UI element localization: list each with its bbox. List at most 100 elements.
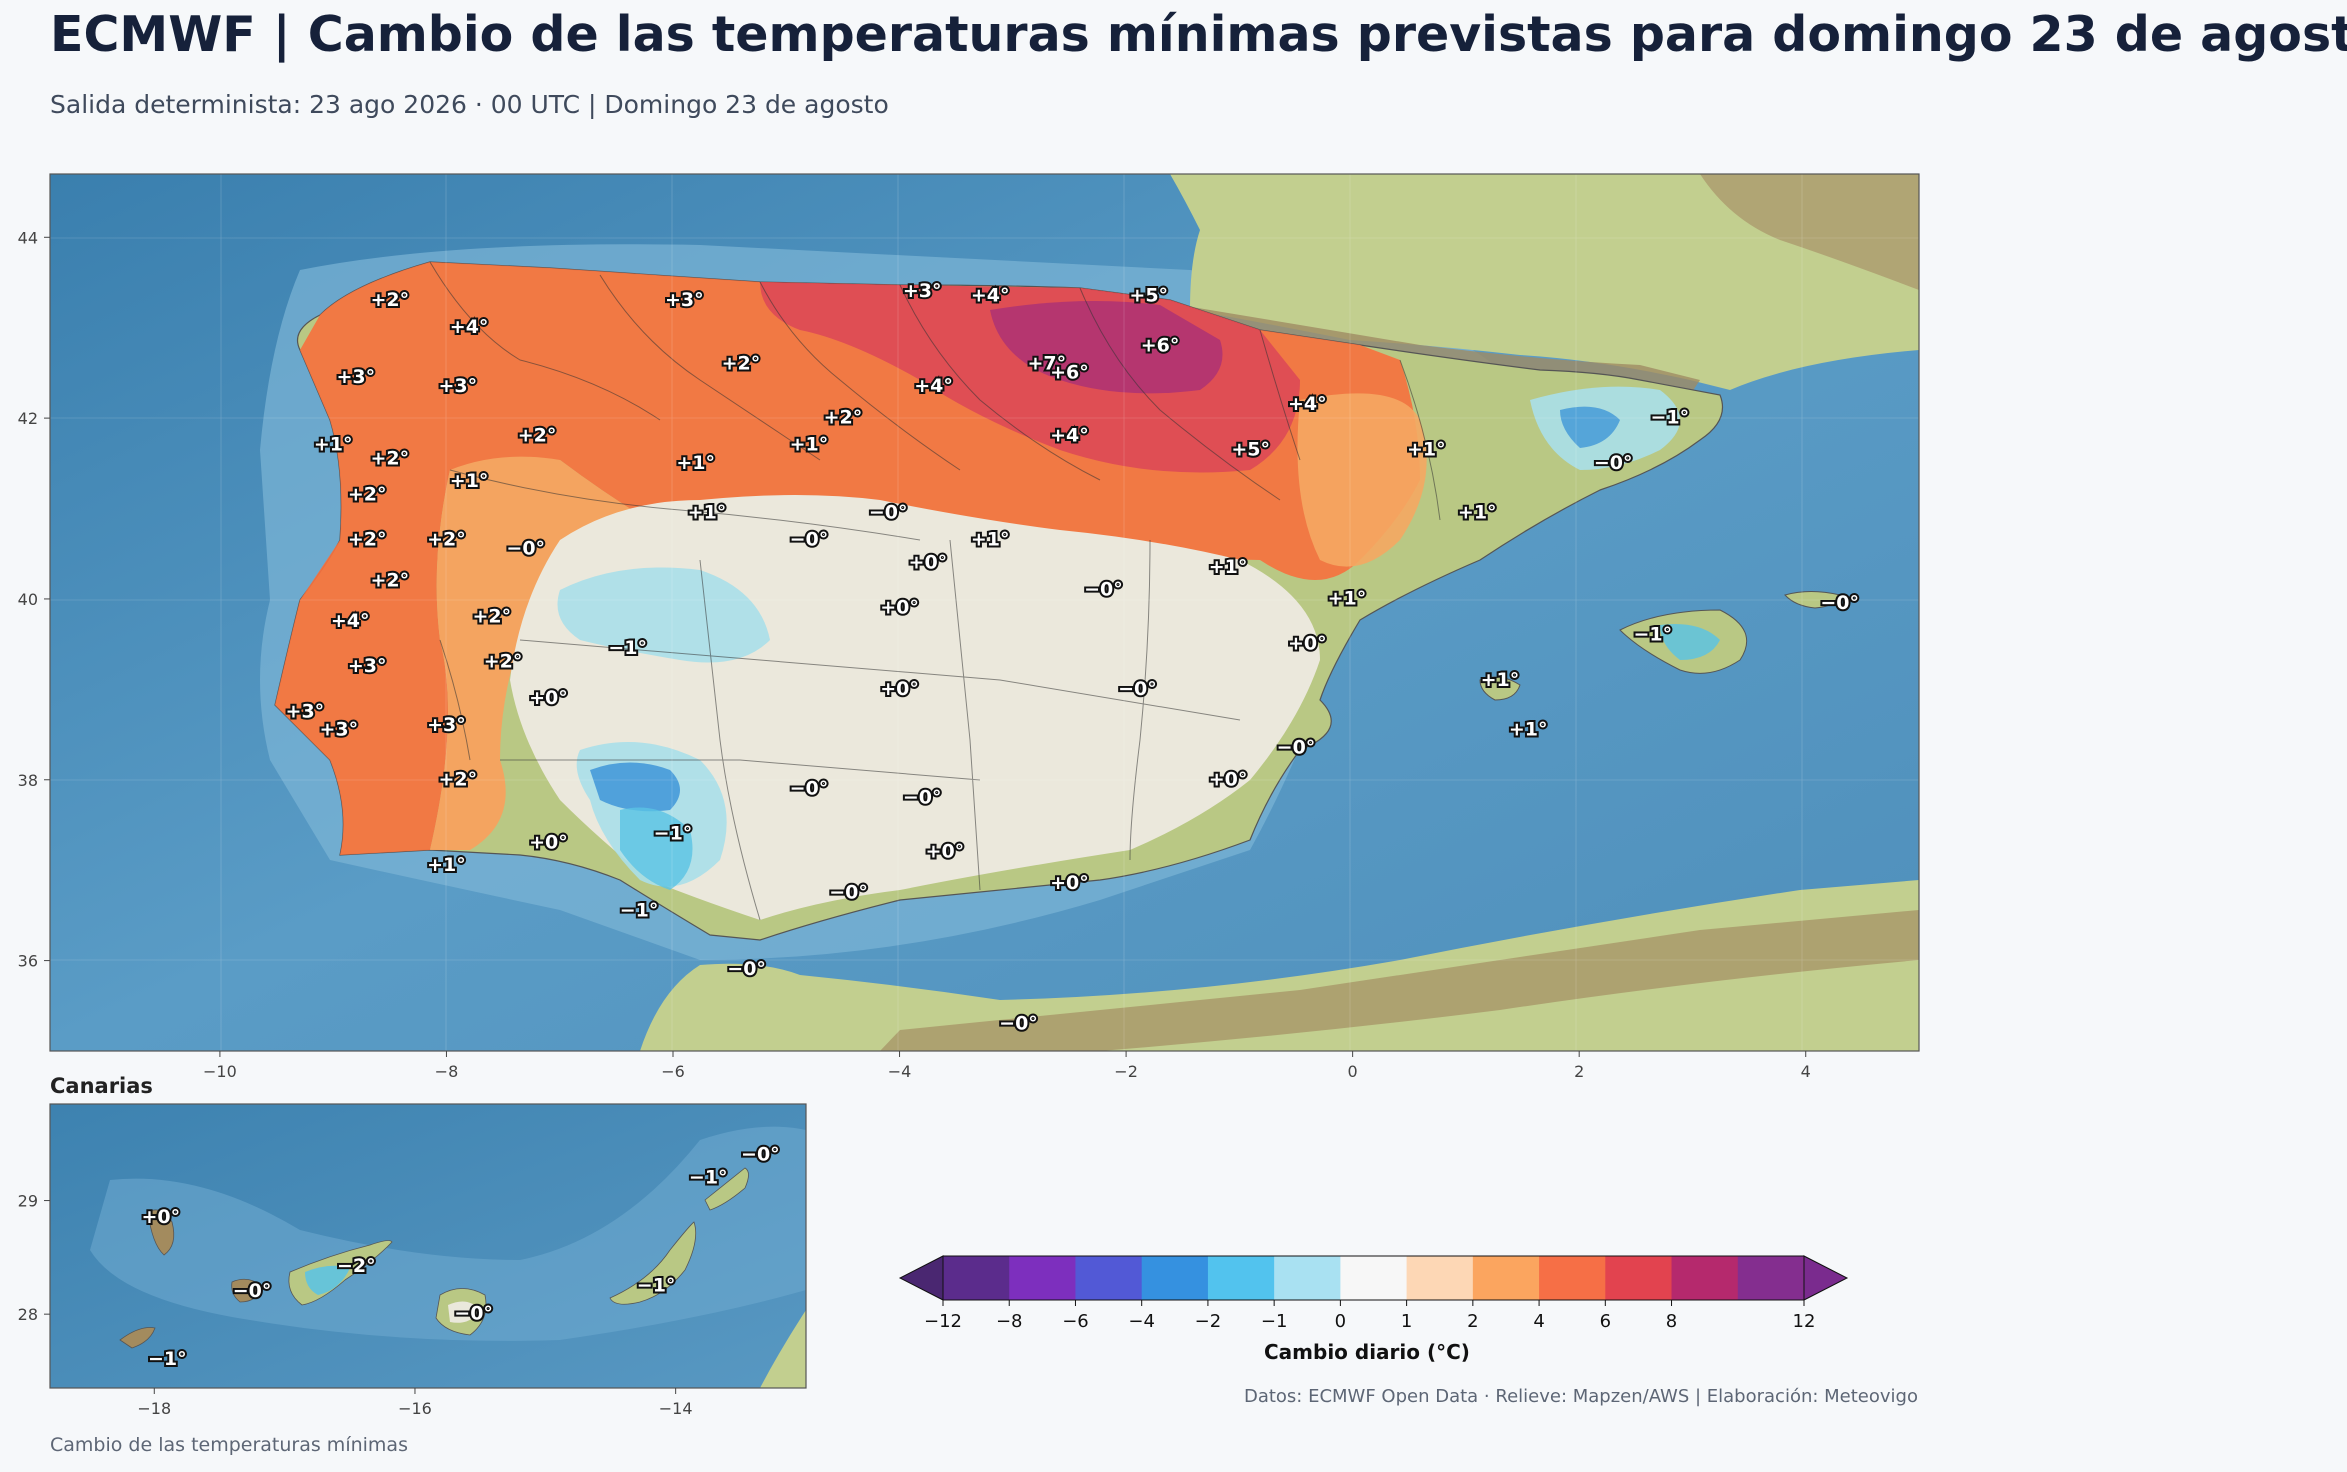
colorbar-over-arrow (1803, 1255, 1849, 1301)
colorbar-tick-label: 12 (1793, 1311, 1816, 1332)
colorbar-segment (1539, 1256, 1606, 1300)
colorbar-tick-label: −4 (1128, 1311, 1155, 1332)
mallorca-change (1660, 624, 1720, 660)
page-subtitle: Salida determinista: 23 ago 2026 · 00 UT… (50, 90, 889, 119)
main_map-x-tick-label: 0 (1348, 1062, 1358, 1081)
main_map-change-label: +2° (518, 425, 557, 447)
colorbar-segment (1274, 1256, 1341, 1300)
main_map-change-label: +2° (348, 483, 387, 505)
main_map-change-label: −0° (790, 777, 829, 799)
el-hierro (119, 1327, 156, 1349)
main_map-change-label: +1° (1509, 719, 1548, 741)
main_map-y-tick-label: 38 (18, 771, 38, 790)
temperature-change-field (275, 262, 1680, 920)
main_map-change-label: +1° (676, 452, 715, 474)
main_map-change-label: +0° (529, 687, 568, 709)
main_map-change-label: +0° (1209, 768, 1248, 790)
main_map-y-tick-label: 42 (18, 409, 38, 428)
colorbar-tick-label: −8 (996, 1311, 1023, 1332)
main_map-change-label: +4° (450, 316, 489, 338)
main_map-x-tick-label: −8 (435, 1062, 459, 1081)
main_map-y-tick-label: 44 (18, 228, 38, 247)
main_map-change-label: +6° (1141, 334, 1180, 356)
main_map-change-label: −0° (1820, 592, 1859, 614)
main_map-change-label: −0° (1084, 578, 1123, 600)
page-title: ECMWF | Cambio de las temperaturas mínim… (50, 6, 2347, 63)
main_map-change-label: +2° (370, 289, 409, 311)
main_map-change-label: −0° (999, 1012, 1038, 1034)
main_map-y-tick-label: 40 (18, 590, 38, 609)
canarias-labels: +0° −0° −2° −0° −1° −1° −0° −1° (139, 1142, 781, 1372)
main_map-change-label: +5° (1129, 285, 1168, 307)
colorbar-tick-label: −6 (1062, 1311, 1089, 1332)
tenerife-change (305, 1265, 350, 1295)
canarias-axes: −18 −16 −14 28 29 (18, 1192, 693, 1418)
main_map-x-tick-label: −4 (888, 1062, 912, 1081)
colorbar-tick-label: 2 (1467, 1311, 1478, 1332)
main_map-change-label: −0° (869, 502, 908, 524)
main_map-change-label: +1° (971, 529, 1010, 551)
colorbar-segment (1737, 1256, 1805, 1300)
canarias-x-tick-label: −14 (659, 1399, 693, 1418)
atlas-relief (880, 910, 1919, 1051)
main_map-x-tick-label: 4 (1801, 1062, 1811, 1081)
main_map-change-label: +4° (331, 610, 370, 632)
main_map-change-label: +3° (348, 655, 387, 677)
canarias-change-label: −0° (233, 1280, 272, 1302)
africa-coast-inset (760, 1310, 806, 1388)
main_map-change-label: +4° (1288, 393, 1327, 415)
main_map-change-label: −0° (727, 958, 766, 980)
main_map-change-label: +1° (790, 434, 829, 456)
main_map-change-label: −0° (829, 881, 868, 903)
region-borders (429, 261, 1441, 921)
canarias-change-label: +0° (141, 1206, 180, 1228)
colorbar-segment (1472, 1256, 1540, 1300)
gridlines (50, 174, 1919, 1051)
main_map-change-label: −1° (1633, 624, 1672, 646)
canarias-y-tick-label: 29 (18, 1192, 38, 1211)
main_map-change-label: +3° (320, 719, 359, 741)
la-gomera (231, 1278, 263, 1303)
main_map-change-label: +0° (880, 678, 919, 700)
main-map-frame (49, 173, 1920, 1052)
main_map-change-label: +0° (926, 841, 965, 863)
canarias-change-label: −0° (741, 1144, 780, 1166)
colorbar-tick-label: −1 (1261, 1311, 1288, 1332)
colorbar-segment (1207, 1256, 1275, 1300)
colorbar-tick-label: −12 (924, 1311, 962, 1332)
main_map-change-label: −1° (620, 899, 659, 921)
colorbar-segment (1009, 1256, 1076, 1300)
main_map-change-label: +5° (1231, 438, 1270, 460)
main_map-change-label: +0° (529, 832, 568, 854)
main_map-change-label: +3° (903, 280, 942, 302)
main_map-change-label: +4° (1050, 425, 1089, 447)
main_map-change-label: +6° (1050, 361, 1089, 383)
menorca (1784, 591, 1841, 609)
main_map-change-label: +1° (1458, 502, 1497, 524)
colorbar-tick-label: 0 (1335, 1311, 1346, 1332)
main_map-change-label: +3° (427, 714, 466, 736)
colorbar-tick-label: 8 (1666, 1311, 1677, 1332)
canarias-coastal (90, 1126, 806, 1341)
main_map-change-label: −0° (506, 538, 545, 560)
canarias-change-label: −2° (337, 1255, 376, 1277)
canarias-frame (49, 1103, 807, 1389)
main_map-change-label: −1° (608, 637, 647, 659)
footer-caption: Cambio de las temperaturas mínimas (50, 1434, 408, 1456)
colorbar-tick-label: −2 (1195, 1311, 1222, 1332)
colorbar-segment (1141, 1256, 1209, 1300)
main_map-change-label: +2° (427, 529, 466, 551)
canarias-change-label: −1° (148, 1348, 187, 1370)
colorbar-segment (1671, 1256, 1739, 1300)
main_map-change-label: +4° (971, 285, 1010, 307)
colorbar-segment (1406, 1256, 1474, 1300)
main_map-change-label: +3° (665, 289, 704, 311)
colorbar-tick-label: 1 (1401, 1311, 1412, 1332)
fuerteventura (609, 1221, 697, 1305)
lanzarote (704, 1167, 749, 1211)
colorbar-label: Cambio diario (°C) (1264, 1340, 1470, 1364)
la-palma (147, 1209, 175, 1256)
main_map-x-tick-label: −10 (203, 1062, 237, 1081)
colorbar-segment (1605, 1256, 1673, 1300)
